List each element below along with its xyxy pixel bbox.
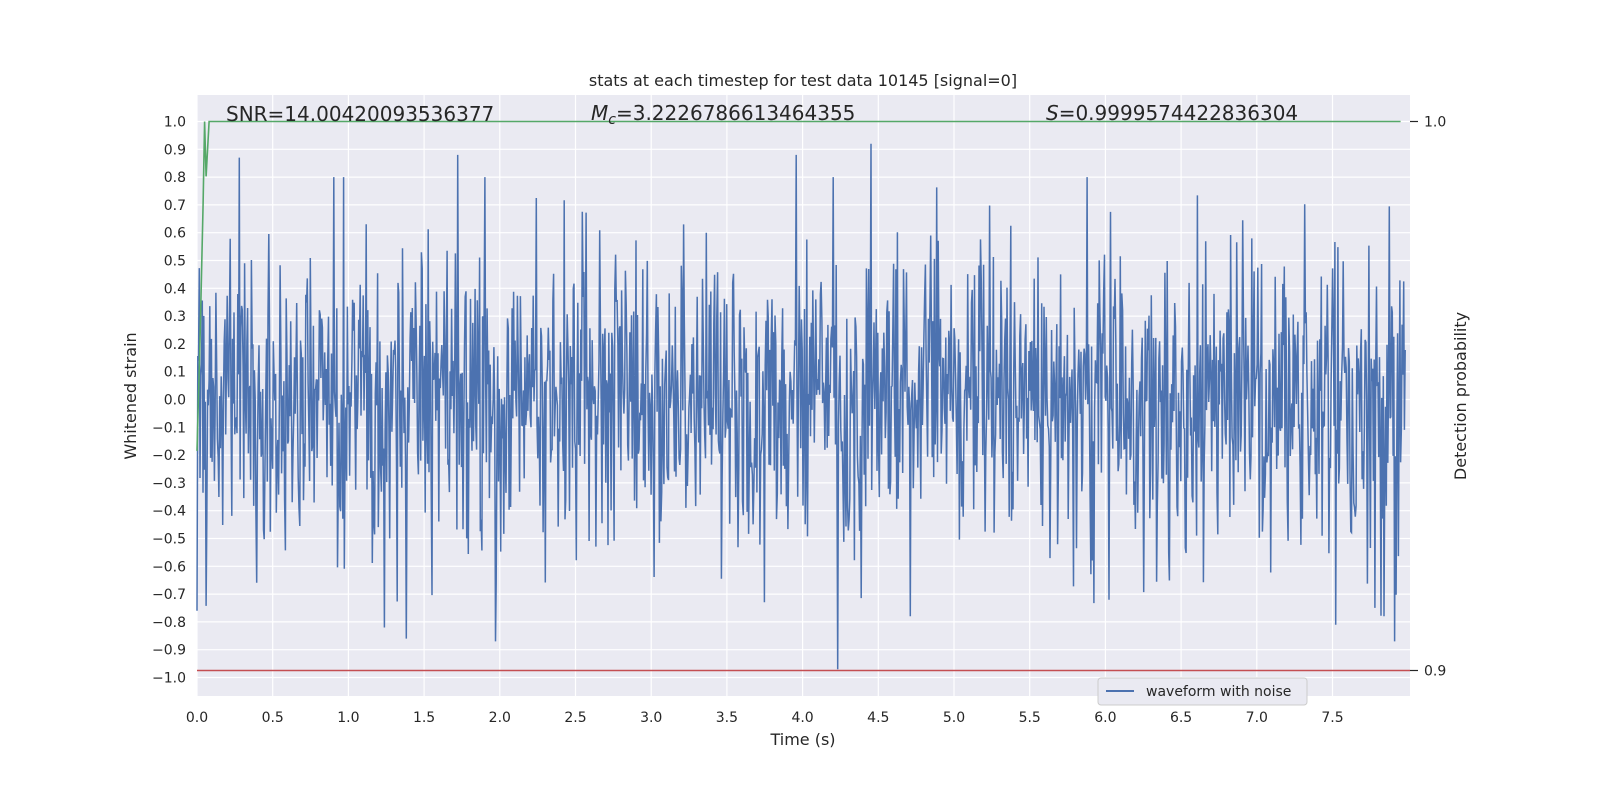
x-tick-label: 3.0 bbox=[640, 710, 662, 726]
right-tick-label: 0.9 bbox=[1424, 664, 1446, 680]
snr-annotation: SNR=14.00420093536377 bbox=[226, 102, 494, 126]
chirp-mass-subscript: c bbox=[608, 112, 616, 128]
x-tick-label: 5.0 bbox=[943, 710, 965, 726]
legend: waveform with noise bbox=[1097, 677, 1308, 706]
y-tick-label: 0.0 bbox=[164, 393, 186, 409]
y-tick-label: −0.3 bbox=[152, 476, 186, 492]
y-tick-label: −0.4 bbox=[152, 504, 186, 520]
x-tick-label: 0.0 bbox=[186, 710, 208, 726]
detection-probability-series bbox=[196, 120, 1401, 451]
x-tick-label: 6.5 bbox=[1170, 710, 1192, 726]
y-tick-label: −0.2 bbox=[152, 448, 186, 464]
chirp-mass-symbol: M bbox=[591, 101, 608, 125]
y-tick-label: 0.6 bbox=[164, 226, 186, 242]
x-tick-label: 7.0 bbox=[1246, 710, 1268, 726]
x-tick-label: 2.0 bbox=[489, 710, 511, 726]
right-axis-label: Detection probability bbox=[1451, 312, 1470, 480]
chirp-mass-value: =3.2226786613464355 bbox=[616, 101, 855, 125]
y-tick-label: −0.5 bbox=[152, 532, 186, 548]
probability-line bbox=[196, 120, 1401, 451]
waveform-line bbox=[196, 143, 1406, 670]
score-symbol: S bbox=[1046, 101, 1059, 125]
y-tick-label: 0.5 bbox=[164, 254, 186, 270]
y-tick-label: −0.8 bbox=[152, 615, 186, 631]
y-tick-label: 0.9 bbox=[164, 142, 186, 158]
legend-box bbox=[1097, 677, 1308, 706]
y-axis-ticks: 1.0 0.9 0.8 0.7 0.6 0.5 0.4 0.3 0.2 0.1 0.0 −0.1 −0.… bbox=[152, 115, 186, 687]
y-tick-label: 0.2 bbox=[164, 337, 186, 353]
chirp-mass-annotation: Mc=3.2226786613464355 bbox=[591, 101, 855, 128]
right-tick-label: 1.0 bbox=[1424, 115, 1446, 131]
y-tick-label: 0.4 bbox=[164, 281, 186, 297]
y-tick-label: −0.7 bbox=[152, 587, 186, 603]
y-tick-label: 1.0 bbox=[164, 115, 186, 131]
y-tick-label: −0.9 bbox=[152, 643, 186, 659]
x-tick-label: 6.0 bbox=[1094, 710, 1116, 726]
y-tick-label: 0.8 bbox=[164, 170, 186, 186]
y-tick-label: 0.7 bbox=[164, 198, 186, 214]
x-tick-label: 1.0 bbox=[337, 710, 359, 726]
legend-label: waveform with noise bbox=[1146, 684, 1291, 700]
y-axis-label: Whitened strain bbox=[121, 332, 140, 459]
chart-title: stats at each timestep for test data 101… bbox=[589, 71, 1017, 90]
x-tick-label: 5.5 bbox=[1019, 710, 1041, 726]
x-axis-ticks: 0.0 0.5 1.0 1.5 2.0 2.5 3.0 3.5 4.0 4.5 5.0 5.5 6.0 6… bbox=[186, 710, 1344, 726]
x-tick-label: 4.0 bbox=[791, 710, 813, 726]
y-tick-label: 0.3 bbox=[164, 309, 186, 325]
y-tick-label: 0.1 bbox=[164, 365, 186, 381]
waveform-series bbox=[196, 143, 1406, 670]
x-tick-label: 0.5 bbox=[262, 710, 284, 726]
x-tick-label: 3.5 bbox=[716, 710, 738, 726]
x-axis-label: Time (s) bbox=[769, 730, 835, 749]
score-value: =0.9999574422836304 bbox=[1059, 101, 1298, 125]
y-tick-label: −0.6 bbox=[152, 559, 186, 575]
score-annotation: S=0.9999574422836304 bbox=[1046, 101, 1298, 125]
y-tick-label: −1.0 bbox=[152, 671, 186, 687]
x-tick-label: 4.5 bbox=[867, 710, 889, 726]
x-tick-label: 2.5 bbox=[564, 710, 586, 726]
right-axis-ticks: 1.0 0.9 bbox=[1410, 115, 1446, 680]
y-tick-label: −0.1 bbox=[152, 420, 186, 436]
x-tick-label: 1.5 bbox=[413, 710, 435, 726]
x-tick-label: 7.5 bbox=[1321, 710, 1343, 726]
